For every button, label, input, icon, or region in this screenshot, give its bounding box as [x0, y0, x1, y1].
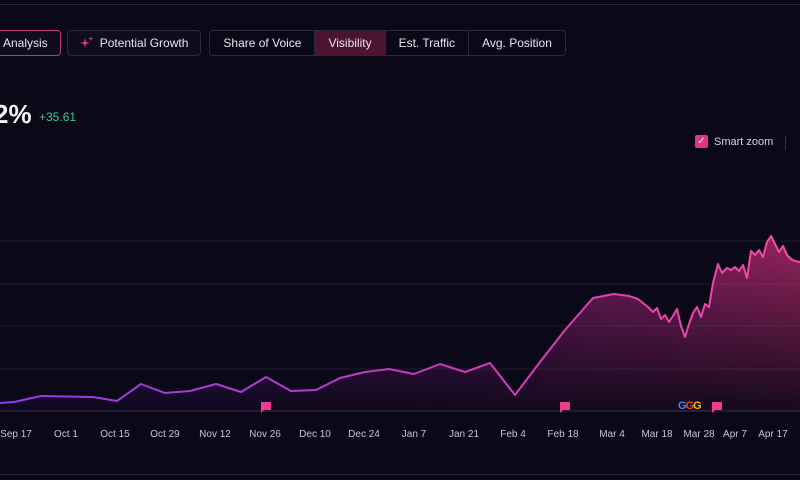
tab-share-of-voice[interactable]: Share of Voice	[210, 31, 316, 55]
x-tick-label: Jan 21	[448, 429, 480, 440]
event-flag-marker[interactable]	[560, 402, 570, 413]
potential-growth-label: Potential Growth	[99, 36, 189, 50]
x-tick-label: Mar 28	[683, 429, 715, 440]
metric-tabs: Share of Voice Visibility Est. Traffic A…	[209, 30, 566, 56]
tab-label: Share of Voice	[223, 36, 302, 50]
event-flag-marker[interactable]	[261, 402, 271, 413]
x-tick-label: Oct 29	[150, 429, 180, 440]
event-flag-marker[interactable]	[712, 402, 722, 413]
smart-zoom-label: Smart zoom	[714, 135, 774, 148]
x-tick-label: Mar 4	[599, 429, 625, 440]
x-tick-label: Feb 18	[547, 429, 579, 440]
x-tick-label: Dec 24	[348, 429, 380, 440]
tab-visibility[interactable]: Visibility	[315, 31, 386, 55]
summary-delta: +35.61	[39, 110, 77, 124]
tab-label: Avg. Position	[482, 36, 552, 50]
x-tick-label: Feb 4	[500, 429, 526, 440]
x-tick-label: Sep 17	[0, 429, 32, 440]
tab-label: Est. Traffic	[398, 36, 456, 50]
x-tick-label: Dec 10	[299, 429, 331, 440]
divider	[785, 136, 786, 150]
x-tick-label: Mar 18	[641, 429, 673, 440]
x-tick-label: Apr 7	[723, 429, 747, 440]
analysis-button[interactable]: Analysis	[0, 30, 61, 56]
analysis-label: Analysis	[3, 36, 48, 50]
series-line	[0, 235, 800, 404]
bottom-border	[0, 474, 800, 475]
checkbox-checked-icon[interactable]: ✓	[695, 135, 708, 148]
toolbar: Analysis Potential Growth Share of Voice…	[0, 30, 566, 58]
tab-avg-position[interactable]: Avg. Position	[469, 31, 565, 55]
smart-zoom-toggle[interactable]: ✓ Smart zoom	[695, 135, 773, 148]
tab-label: Visibility	[328, 36, 372, 50]
google-update-icons[interactable]: GGG	[678, 400, 702, 412]
x-tick-label: Nov 26	[249, 429, 281, 440]
event-markers	[261, 402, 722, 413]
x-tick-label: Oct 1	[54, 429, 78, 440]
top-border	[0, 4, 800, 5]
x-tick-label: Jan 7	[401, 429, 427, 440]
x-tick-label: Nov 12	[199, 429, 231, 440]
x-tick-label: Apr 17	[758, 429, 788, 440]
potential-growth-button[interactable]: Potential Growth	[66, 30, 202, 56]
summary-value: 2%	[0, 99, 32, 129]
x-tick-label: Oct 15	[100, 429, 130, 440]
series-area	[0, 236, 800, 411]
sparkle-icon	[79, 36, 94, 48]
tab-est-traffic[interactable]: Est. Traffic	[386, 31, 470, 55]
